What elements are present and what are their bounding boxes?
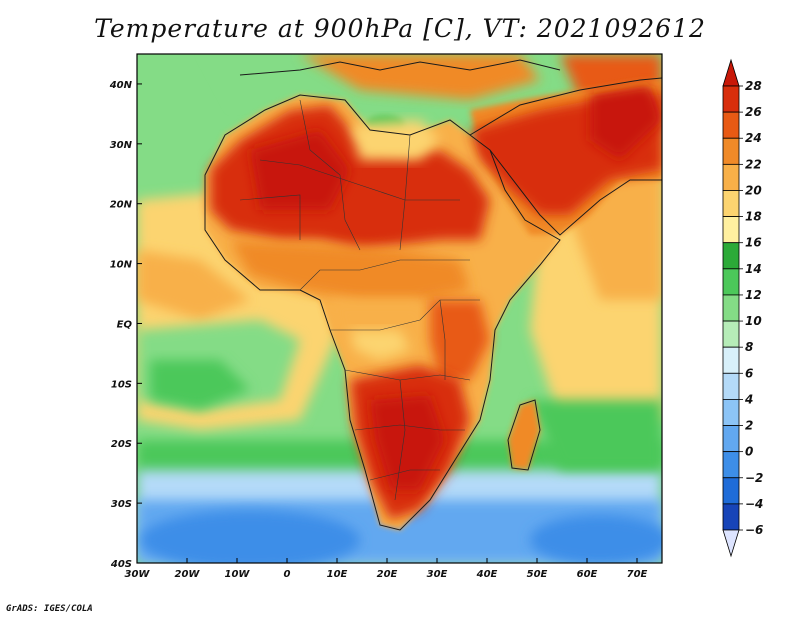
colorbar-swatch <box>722 190 740 217</box>
colorbar-swatch <box>722 268 740 296</box>
lon-tick-label: 40E <box>476 569 498 580</box>
grads-credit: GrADS: IGES/COLA <box>6 604 93 614</box>
lon-tick-label: 20E <box>377 569 398 580</box>
lon-tick-label: 10E <box>327 569 348 580</box>
colorbar-swatch <box>722 477 740 505</box>
colorbar-swatch <box>722 503 740 531</box>
lat-tick-label: 40N <box>109 80 133 91</box>
lat-tick-label: 10S <box>111 379 132 390</box>
lat-tick-label: 10N <box>110 260 133 271</box>
colorbar-label: 22 <box>745 157 762 171</box>
coastlines <box>204 59 662 531</box>
colorbar-label: 6 <box>745 366 753 380</box>
lat-tick-label: 20S <box>111 439 132 450</box>
colorbar-label: −6 <box>745 523 763 537</box>
lat-tick-label: 40S <box>110 559 132 570</box>
colorbar-swatch <box>722 372 740 400</box>
colorbar-swatch <box>722 425 740 453</box>
colorbar-label: 10 <box>745 314 762 328</box>
colorbar-label: −2 <box>745 471 763 485</box>
lat-tick-label: 30N <box>110 140 133 151</box>
colorbar-label: 16 <box>745 236 762 250</box>
colorbar-label: −4 <box>745 497 763 511</box>
lon-tick-label: 20W <box>175 569 201 580</box>
colorbar-label: 12 <box>745 288 762 302</box>
lon-tick-label: 50E <box>527 569 548 580</box>
lon-tick-label: 30E <box>427 569 448 580</box>
colorbar-swatch <box>722 163 740 191</box>
colorbar-swatch <box>722 85 740 113</box>
colorbar-min-triangle <box>722 529 740 558</box>
colorbar-swatch <box>722 111 740 139</box>
lat-tick-label: 30S <box>111 499 132 510</box>
lon-tick-label: 30W <box>125 569 151 580</box>
colorbar-label: 14 <box>745 262 762 276</box>
lon-tick-label: 0 <box>284 569 291 580</box>
colorbar-swatch <box>722 399 740 426</box>
colorbar-swatch <box>722 346 740 374</box>
colorbar-label: 0 <box>745 445 753 459</box>
colorbar-label: 2 <box>745 419 753 433</box>
colorbar-swatch <box>722 216 740 244</box>
lon-tick-label: 70E <box>627 569 648 580</box>
colorbar-label: 4 <box>744 392 753 406</box>
colorbar-swatch <box>722 137 740 165</box>
lat-tick-label: EQ <box>117 319 133 330</box>
lon-tick-label: 60E <box>577 569 598 580</box>
colorbar-swatch <box>722 320 740 348</box>
map-axes: 30W 20W 10W 0 10E 20E 30E 40E 50E 60E 70E 40N 30N 20N… <box>109 80 648 580</box>
colorbar-label: 8 <box>745 340 753 354</box>
map-title: Temperature at 900hPa [C], VT: 202109261… <box>94 14 706 43</box>
colorbar-label: 18 <box>745 210 762 224</box>
lat-tick-label: 20N <box>110 200 133 211</box>
colorbar-swatch <box>722 451 740 479</box>
map-frame <box>136 53 663 564</box>
colorbar-max-triangle <box>722 58 740 87</box>
lon-tick-label: 10W <box>225 569 251 580</box>
colorbar-swatch <box>722 294 740 322</box>
colorbar-label: 26 <box>745 105 762 119</box>
country-borders <box>239 99 480 501</box>
temperature-field <box>137 54 662 563</box>
colorbar-label: 24 <box>745 131 762 145</box>
colorbar-label: 20 <box>745 183 762 197</box>
colorbar-swatch <box>722 242 740 270</box>
colorbar-label: 28 <box>745 79 762 93</box>
